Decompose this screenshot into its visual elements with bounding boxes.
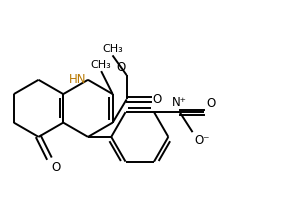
Text: HN: HN [69,73,86,86]
Text: O⁻: O⁻ [194,134,209,147]
Text: CH₃: CH₃ [102,44,123,54]
Text: O: O [116,61,125,74]
Text: O: O [152,93,161,106]
Text: N⁺: N⁺ [172,96,187,109]
Text: CH₃: CH₃ [91,60,112,70]
Text: O: O [52,161,61,174]
Text: O: O [206,97,215,110]
